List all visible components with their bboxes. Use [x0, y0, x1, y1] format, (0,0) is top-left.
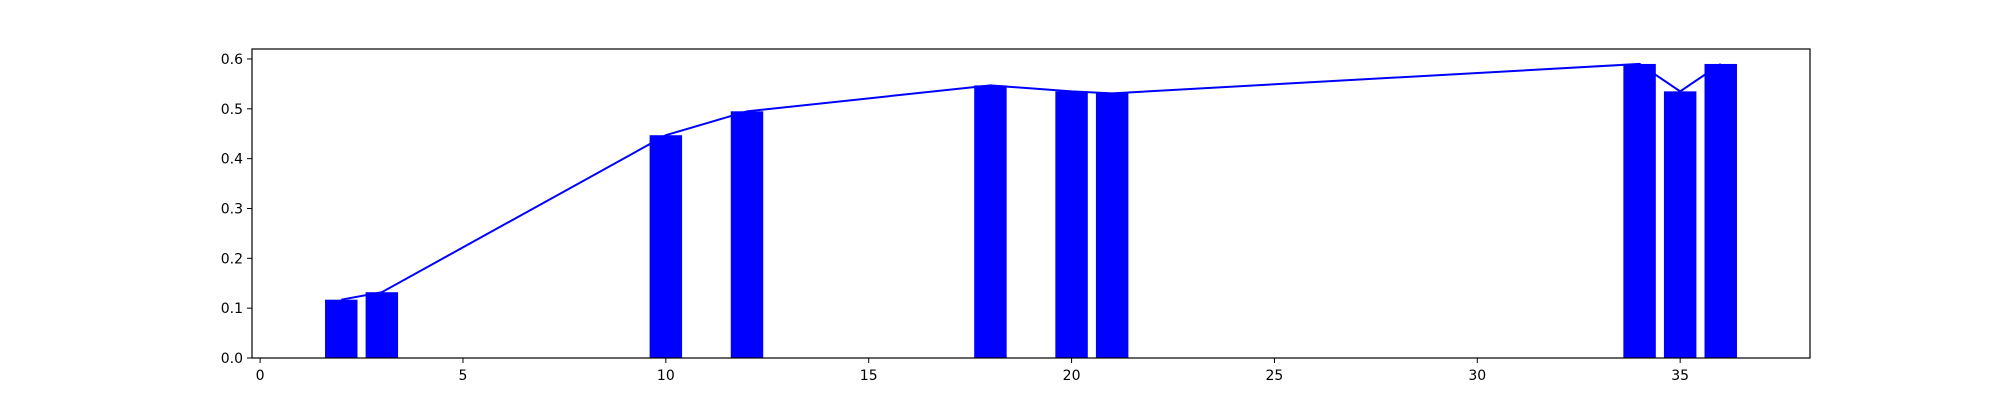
bar-20: [1055, 91, 1088, 358]
bar-35: [1663, 91, 1697, 358]
x-tick-label: 20: [1063, 368, 1081, 384]
bar-2: [325, 299, 358, 358]
bar-10: [649, 135, 683, 358]
y-tick-label: 0.1: [221, 301, 243, 317]
series-line: [341, 62, 1722, 301]
x-axis: 0 5 10 15 20 25 30 35: [256, 358, 1689, 384]
bar-36: [1704, 63, 1737, 359]
y-tick-label: 0.3: [221, 201, 243, 217]
y-tick-label: 0.5: [221, 102, 243, 118]
x-tick-label: 35: [1671, 368, 1689, 384]
x-tick-label: 25: [1266, 368, 1284, 384]
y-tick-label: 0.0: [221, 351, 243, 367]
bar-12: [730, 111, 764, 358]
x-tick-label: 10: [657, 368, 675, 384]
line-layer: [341, 62, 1722, 301]
axes-frame: [251, 48, 1811, 359]
bars-layer: [325, 63, 1737, 359]
bar-21: [1095, 93, 1129, 359]
bar-18: [974, 85, 1007, 358]
bar-3: [365, 292, 399, 358]
x-tick-label: 5: [459, 368, 468, 384]
x-tick-label: 15: [860, 368, 878, 384]
y-axis: 0.0 0.1 0.2 0.3 0.4 0.5 0.6: [221, 52, 252, 367]
y-tick-label: 0.2: [221, 251, 243, 267]
x-tick-label: 30: [1468, 368, 1486, 384]
y-tick-label: 0.4: [221, 152, 243, 168]
y-tick-label: 0.6: [221, 52, 243, 68]
bar-34: [1623, 63, 1656, 359]
x-tick-label: 0: [256, 368, 265, 384]
